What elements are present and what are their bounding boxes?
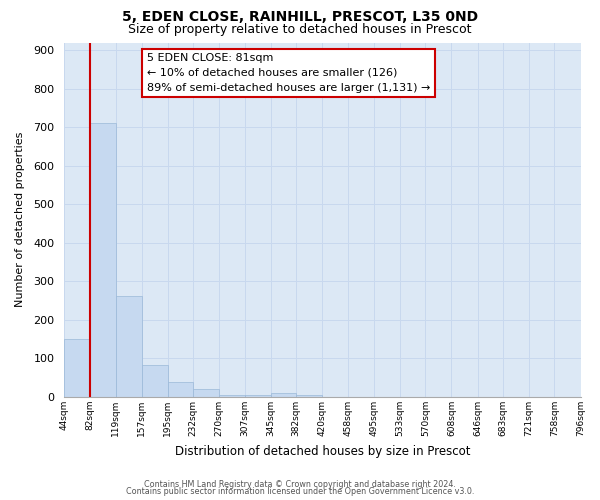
Bar — [90, 124, 116, 397]
Bar — [271, 393, 296, 397]
Bar — [64, 339, 90, 397]
Bar — [142, 366, 168, 397]
Bar — [296, 395, 322, 397]
Bar — [168, 382, 193, 397]
Y-axis label: Number of detached properties: Number of detached properties — [15, 132, 25, 308]
Text: Contains public sector information licensed under the Open Government Licence v3: Contains public sector information licen… — [126, 487, 474, 496]
Bar — [193, 388, 220, 397]
Text: Contains HM Land Registry data © Crown copyright and database right 2024.: Contains HM Land Registry data © Crown c… — [144, 480, 456, 489]
Text: Size of property relative to detached houses in Prescot: Size of property relative to detached ho… — [128, 22, 472, 36]
Bar — [116, 296, 142, 397]
Bar — [245, 395, 271, 397]
Text: 5 EDEN CLOSE: 81sqm
← 10% of detached houses are smaller (126)
89% of semi-detac: 5 EDEN CLOSE: 81sqm ← 10% of detached ho… — [147, 53, 430, 92]
Bar — [220, 395, 245, 397]
Text: 5, EDEN CLOSE, RAINHILL, PRESCOT, L35 0ND: 5, EDEN CLOSE, RAINHILL, PRESCOT, L35 0N… — [122, 10, 478, 24]
X-axis label: Distribution of detached houses by size in Prescot: Distribution of detached houses by size … — [175, 444, 470, 458]
